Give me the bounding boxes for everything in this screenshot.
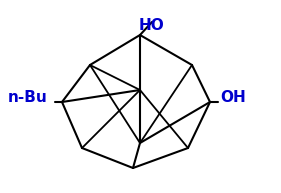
Text: HO: HO xyxy=(139,18,165,33)
Text: OH: OH xyxy=(220,91,246,106)
Text: n-Bu: n-Bu xyxy=(8,91,48,106)
